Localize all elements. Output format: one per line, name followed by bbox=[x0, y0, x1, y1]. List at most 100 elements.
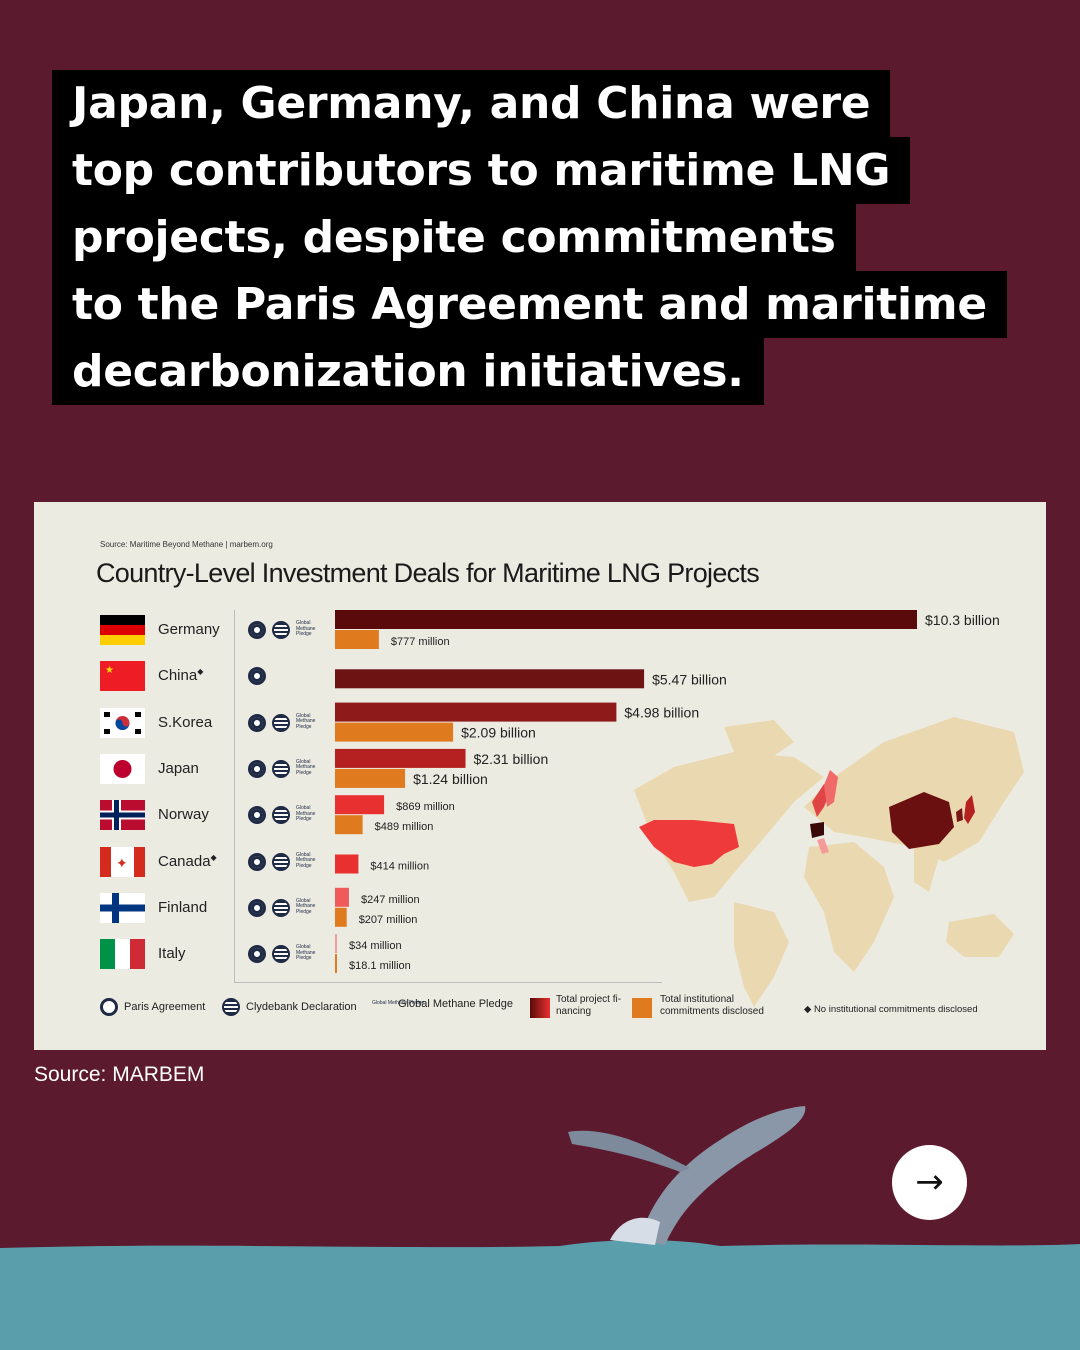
institutional-bar bbox=[335, 768, 406, 788]
financing-value-label: $414 million bbox=[370, 861, 429, 873]
paris-agreement-icon bbox=[100, 998, 118, 1016]
paris-agreement-icon bbox=[248, 852, 266, 871]
financing-bar bbox=[335, 748, 466, 768]
clydebank-declaration-icon bbox=[272, 945, 290, 964]
map-india bbox=[914, 847, 939, 892]
map-china bbox=[889, 792, 954, 849]
institutional-value-label: $1.24 billion bbox=[413, 771, 488, 787]
institutional-bar bbox=[335, 907, 347, 927]
paris-agreement-icon bbox=[248, 713, 266, 732]
map-eurasia bbox=[804, 717, 1024, 862]
flag-italy-icon bbox=[100, 939, 145, 970]
financing-value-label: $247 million bbox=[361, 894, 420, 906]
flag-finland-icon bbox=[100, 892, 145, 923]
clydebank-declaration-icon bbox=[272, 621, 290, 639]
global-methane-pledge-icon: Global Methane Pledge bbox=[296, 944, 316, 962]
flag-skorea-icon bbox=[100, 707, 145, 738]
institutional-bar bbox=[335, 630, 379, 649]
flag-norway-icon bbox=[100, 800, 145, 831]
sea-illustration bbox=[0, 1240, 1080, 1350]
map-korea bbox=[956, 808, 963, 822]
legend-no-commitments: ◆ No institutional commitments disclosed bbox=[804, 1004, 978, 1015]
chart-card: Source: Maritime Beyond Methane | marbem… bbox=[34, 502, 1046, 1050]
country-label: Italy bbox=[158, 945, 186, 963]
institutional-bar bbox=[335, 815, 363, 835]
headline-line: Japan, Germany, and China were bbox=[52, 70, 891, 137]
legend-gmp: Global Methane PledgeGlobal Methane Pled… bbox=[372, 998, 513, 1010]
svg-text:★: ★ bbox=[105, 665, 114, 676]
legend-financing-label: Total project fi- nancing bbox=[556, 994, 622, 1017]
legend-clydebank: Clydebank Declaration bbox=[222, 998, 357, 1016]
paris-agreement-icon bbox=[248, 806, 266, 825]
map-greenland bbox=[724, 720, 794, 764]
paris-agreement-icon bbox=[248, 759, 266, 778]
financing-value-label: $2.31 billion bbox=[474, 751, 549, 767]
country-label: Norway bbox=[158, 806, 209, 824]
financing-bar bbox=[335, 669, 645, 689]
institutional-value-label: $18.1 million bbox=[349, 960, 411, 972]
legend-clydebank-label: Clydebank Declaration bbox=[246, 1000, 357, 1013]
next-button[interactable]: → bbox=[892, 1145, 967, 1220]
paris-agreement-icon bbox=[248, 945, 266, 964]
clydebank-declaration-icon bbox=[272, 759, 290, 778]
no-commitments-marker: ◆ bbox=[197, 667, 204, 677]
institutional-value-label: $2.09 billion bbox=[461, 725, 536, 741]
headline-line: to the Paris Agreement and maritime bbox=[52, 271, 1007, 338]
clydebank-declaration-icon bbox=[272, 713, 290, 732]
global-methane-pledge-icon: Global Methane Pledge bbox=[296, 851, 316, 869]
world-map bbox=[634, 717, 1024, 1007]
legend-paris: Paris Agreement bbox=[100, 998, 205, 1016]
flag-germany-icon bbox=[100, 615, 145, 645]
paris-agreement-icon bbox=[248, 898, 266, 917]
headline-line: decarbonization initiatives. bbox=[52, 338, 764, 405]
chart-source: Source: Maritime Beyond Methane | marbem… bbox=[100, 540, 273, 549]
source-caption: Source: MARBEM bbox=[34, 1063, 205, 1086]
map-south-america bbox=[734, 902, 789, 1007]
financing-bar bbox=[335, 854, 359, 874]
global-methane-pledge-icon: Global Methane Pledge bbox=[372, 1000, 425, 1007]
headline-line: projects, despite commitments bbox=[52, 204, 856, 271]
financing-value-label: $869 million bbox=[396, 801, 455, 813]
country-label: Finland bbox=[158, 898, 208, 916]
flag-canada-icon: ✦ bbox=[100, 846, 145, 877]
financing-value-label: $34 million bbox=[349, 940, 402, 952]
institutional-value-label: $777 million bbox=[391, 636, 450, 648]
financing-value-label: $10.3 billion bbox=[925, 612, 1000, 628]
headline: Japan, Germany, and China were top contr… bbox=[52, 70, 1012, 405]
financing-swatch bbox=[530, 998, 550, 1018]
country-label: Canada◆ bbox=[158, 852, 217, 870]
financing-value-label: $5.47 billion bbox=[652, 671, 727, 687]
institutional-swatch bbox=[632, 998, 652, 1018]
global-methane-pledge-icon: Global Methane Pledge bbox=[296, 712, 316, 730]
institutional-value-label: $207 million bbox=[359, 914, 418, 926]
clydebank-declaration-icon bbox=[222, 998, 240, 1016]
flag-japan-icon bbox=[100, 753, 145, 784]
paris-agreement-icon bbox=[248, 667, 266, 686]
arrow-right-icon: → bbox=[915, 1162, 944, 1202]
financing-bar bbox=[335, 795, 385, 815]
legend-gmp-label: Global Methane Pledge bbox=[398, 998, 513, 1010]
chart-title: Country-Level Investment Deals for Marit… bbox=[96, 558, 760, 588]
axis-divider bbox=[234, 610, 235, 982]
clydebank-declaration-icon bbox=[272, 852, 290, 871]
global-methane-pledge-icon: Global Methane Pledge bbox=[296, 897, 316, 915]
financing-bar bbox=[335, 610, 917, 629]
clydebank-declaration-icon bbox=[272, 898, 290, 917]
financing-bar bbox=[335, 934, 337, 954]
country-label: Japan bbox=[158, 759, 199, 777]
global-methane-pledge-icon: Global Methane Pledge bbox=[296, 620, 316, 637]
map-japan bbox=[964, 795, 975, 824]
bars-group: $10.3 billion $777 million $5.47 billion $4… bbox=[335, 610, 1000, 974]
svg-text:✦: ✦ bbox=[116, 855, 128, 871]
map-australia bbox=[946, 914, 1014, 957]
paris-agreement-icon bbox=[248, 621, 266, 639]
country-label: S.Korea bbox=[158, 713, 213, 731]
map-canada bbox=[639, 820, 739, 867]
clydebank-declaration-icon bbox=[272, 806, 290, 825]
map-italy bbox=[817, 838, 829, 854]
country-label: Germany bbox=[158, 621, 220, 638]
map-africa bbox=[804, 842, 894, 972]
institutional-bar bbox=[335, 954, 337, 974]
financing-bar bbox=[335, 887, 349, 907]
legend-institutional-label: Total institutional commitments disclose… bbox=[660, 994, 764, 1017]
